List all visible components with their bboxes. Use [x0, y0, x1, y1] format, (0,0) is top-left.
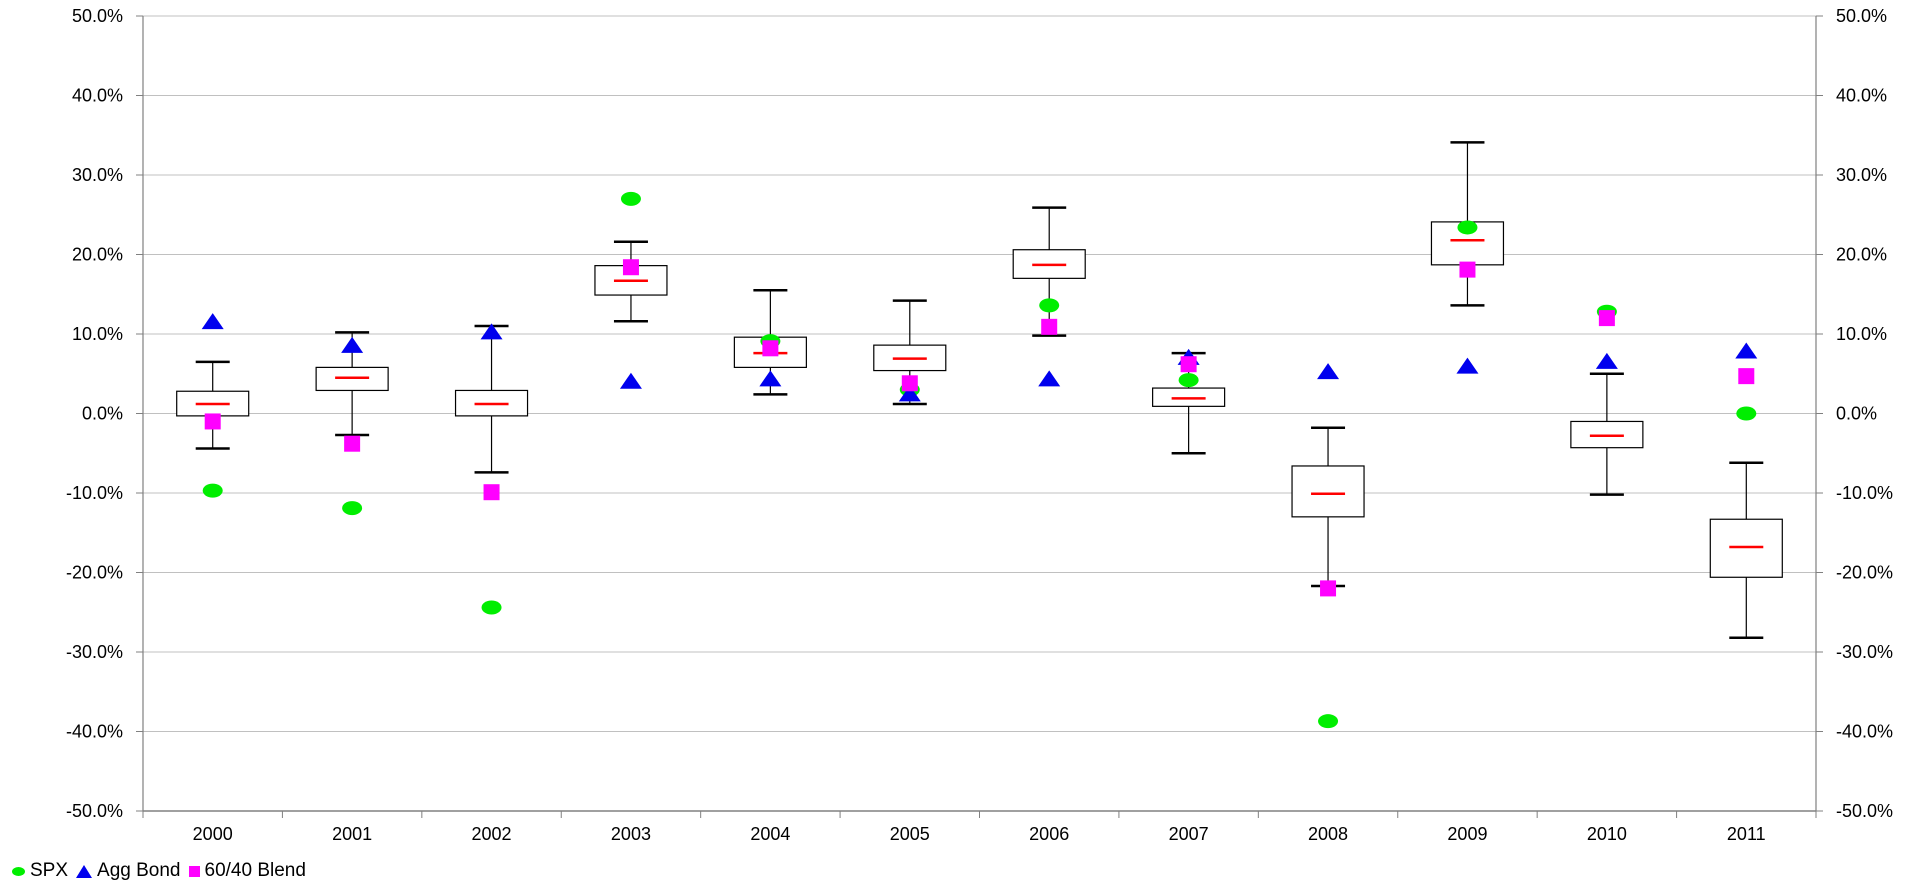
- y-tick-label-left: -20.0%: [66, 563, 123, 583]
- data-point-circle: [1457, 220, 1478, 235]
- data-point-triangle: [1456, 357, 1479, 374]
- data-point-square: [1041, 318, 1058, 335]
- gridlines: [143, 15, 1816, 732]
- legend-item: 60/40 Blend: [188, 860, 306, 882]
- y-tick-label-left: 10.0%: [72, 324, 123, 344]
- y-tick-label-left: 30.0%: [72, 165, 123, 185]
- data-point-triangle: [1317, 363, 1340, 380]
- y-tick-label-left: -40.0%: [66, 722, 123, 742]
- y-tick-label-right: -30.0%: [1836, 642, 1893, 662]
- data-point-circle: [1178, 373, 1199, 388]
- data-point-square: [901, 375, 918, 392]
- x-tick-label: 2011: [1727, 824, 1766, 844]
- data-point-triangle: [201, 313, 224, 330]
- x-tick-label: 2003: [611, 824, 651, 844]
- y-tick-label-right: -20.0%: [1836, 563, 1893, 583]
- data-point-triangle: [1735, 342, 1758, 359]
- y-tick-label-left: 40.0%: [72, 86, 123, 106]
- x-tick-label: 2006: [1029, 824, 1069, 844]
- data-point-square: [1459, 261, 1476, 278]
- x-tick-label: 2007: [1169, 824, 1209, 844]
- x-tick-label: 2010: [1587, 824, 1627, 844]
- data-point-square: [1180, 356, 1197, 373]
- y-tick-label-right: 0.0%: [1836, 404, 1877, 424]
- data-point-circle: [1318, 714, 1339, 729]
- y-tick-label-right: -40.0%: [1836, 722, 1893, 742]
- data-point-square: [762, 340, 779, 357]
- data-point-square: [1598, 310, 1615, 327]
- x-tick-label: 2000: [193, 824, 233, 844]
- data-point-square: [1320, 580, 1337, 597]
- data-point-circle: [202, 483, 223, 498]
- box: [1570, 420, 1644, 449]
- y-tick-label-left: -30.0%: [66, 642, 123, 662]
- box: [1291, 465, 1365, 518]
- x-tick-label: 2002: [472, 824, 512, 844]
- x-tick-label: 2005: [890, 824, 930, 844]
- data-point-triangle: [341, 336, 364, 353]
- legend-label: 60/40 Blend: [204, 860, 306, 881]
- data-point-square: [483, 484, 500, 501]
- data-point-triangle: [759, 370, 782, 387]
- y-tick-label-left: 20.0%: [72, 245, 123, 265]
- series-agg-bond: [201, 313, 1758, 402]
- data-points: [201, 191, 1758, 729]
- y-tick-label-right: 20.0%: [1836, 245, 1887, 265]
- y-tick-label-right: -10.0%: [1836, 483, 1893, 503]
- legend-marker-circle: [12, 866, 25, 876]
- data-point-triangle: [480, 323, 503, 340]
- y-axis-left-labels: -50.0% -40.0% -30.0% -20.0% -10.0% 0.0% 10.0% 2…: [66, 6, 123, 821]
- legend-marker-triangle: [76, 864, 93, 878]
- y-tick-label-left: -50.0%: [66, 801, 123, 821]
- data-point-square: [622, 259, 639, 276]
- legend-label: SPX: [30, 860, 69, 881]
- data-point-triangle: [1595, 352, 1618, 369]
- data-point-square: [1738, 368, 1755, 385]
- series-60-40-blend: [204, 259, 1755, 597]
- data-point-circle: [1736, 406, 1757, 421]
- y-axis-right-labels: -50.0% -40.0% -30.0% -20.0% -10.0% 0.0% 10.0% 2…: [1836, 6, 1893, 821]
- legend-item: Agg Bond: [76, 860, 181, 882]
- x-tick-label: 2009: [1447, 824, 1487, 844]
- y-tick-label-right: -50.0%: [1836, 801, 1893, 821]
- data-point-square: [344, 435, 361, 452]
- boxes: [176, 141, 1783, 639]
- y-tick-label-right: 50.0%: [1836, 6, 1887, 26]
- x-tick-label: 2001: [332, 824, 372, 844]
- x-tick-label: 2004: [750, 824, 790, 844]
- y-tick-label-left: 50.0%: [72, 6, 123, 26]
- series-spx: [202, 191, 1757, 729]
- axes: [136, 15, 1823, 818]
- data-point-circle: [481, 600, 502, 615]
- y-tick-label-left: 0.0%: [82, 404, 123, 424]
- data-point-triangle: [619, 372, 642, 389]
- y-tick-label-right: 10.0%: [1836, 324, 1887, 344]
- legend-label: Agg Bond: [97, 860, 181, 881]
- data-point-square: [204, 413, 221, 430]
- y-tick-label-left: -10.0%: [66, 483, 123, 503]
- legend: SPX Agg Bond 60/40 Blend: [12, 860, 314, 882]
- data-point-circle: [620, 191, 641, 206]
- data-point-triangle: [898, 385, 921, 402]
- data-point-circle: [342, 501, 363, 516]
- x-tick-label: 2008: [1308, 824, 1348, 844]
- data-point-triangle: [1038, 370, 1061, 387]
- data-point-circle: [1039, 298, 1060, 313]
- y-tick-label-right: 30.0%: [1836, 165, 1887, 185]
- legend-item: SPX: [12, 860, 68, 882]
- legend-marker-square: [188, 865, 200, 877]
- x-axis-labels: 2000 2001 2002 2003 2004 2005 2006 2007 2008 2009…: [193, 824, 1766, 844]
- y-tick-label-right: 40.0%: [1836, 86, 1887, 106]
